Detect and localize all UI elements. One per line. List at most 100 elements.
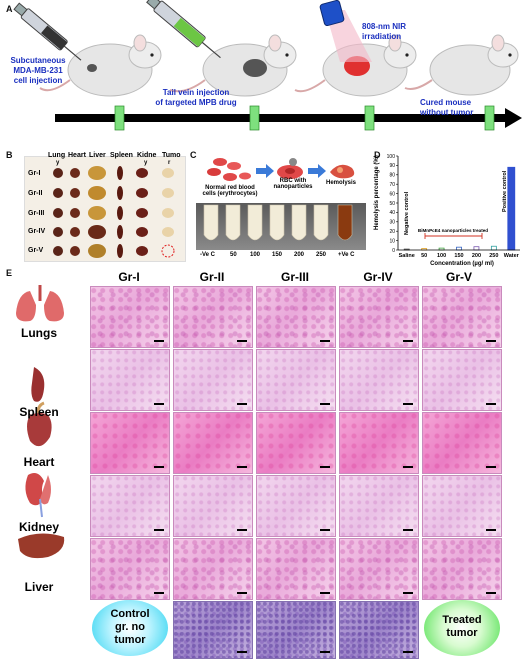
row-label-lungs: Lungs [21, 326, 57, 340]
step2-line2: of targeted MPB drug [155, 98, 237, 107]
x-tick-label: 50 [421, 253, 427, 259]
organ-header-spleen: Spleen [110, 152, 133, 159]
treated-label: BiMnPcE4 nanoparticles treated [418, 228, 488, 233]
timeline-bar [55, 114, 505, 122]
step1-line1: Subcutaneous [10, 56, 66, 65]
positive-control-label: Positive control [502, 170, 508, 212]
col-head-gr4: Gr-IV [363, 270, 393, 284]
hemolysis-label: Hemolysis [326, 180, 357, 186]
step1-line3: cell injection [13, 76, 63, 85]
row-label-kidney: Kidney [18, 520, 59, 534]
tube-label-250: 250 [316, 252, 327, 258]
tube-label-pos: +Ve C [338, 252, 355, 258]
step3-line1: 808-nm NIR [362, 22, 407, 31]
timeline-marker-2 [249, 105, 260, 131]
step4-line2: without tumor [420, 108, 474, 117]
lungs-icon [16, 285, 64, 322]
histo-heart-gr4 [339, 412, 419, 474]
no-tumor-marker [161, 244, 175, 258]
histo-spleen-gr4 [339, 349, 419, 411]
panel-c-label: C [190, 150, 197, 160]
histo-spleen-gr5 [422, 349, 502, 411]
step4-line1: Cured mouse [420, 98, 472, 107]
rbc-label-line2: cells (erythrocytes) [202, 191, 258, 197]
histo-tumor-gr2 [173, 601, 253, 659]
y-tick-label: 50 [389, 201, 395, 207]
x-tick-label: Water [504, 253, 520, 259]
organ-header-kidney: Kidne [137, 152, 157, 159]
rbc-np-label-line2: nanoparticles [273, 184, 313, 190]
control-badge-line1: Control [110, 608, 150, 620]
laser-icon [319, 0, 372, 62]
syringe-2-icon [146, 0, 221, 59]
hemolysis-chart: Hemolysis percentage (%) 0 10 20 30 40 50 60 70… [374, 154, 520, 267]
rbc-label: Normal red blood cells (erythrocytes) [194, 185, 266, 197]
liver-icon [18, 533, 65, 559]
histo-kidney-gr1 [90, 475, 170, 537]
y-tick-label: 40 [389, 210, 395, 216]
histo-liver-gr1 [90, 538, 170, 600]
x-tick-label: 100 [437, 253, 446, 259]
histo-liver-gr4 [339, 538, 419, 600]
rbc-cluster-icon [207, 158, 251, 181]
group-label-3: Gr-III [28, 210, 45, 217]
x-ticks: Saline 50 100 150 200 250 Water [399, 253, 520, 259]
y-tick-label: 0 [392, 248, 395, 254]
histo-lungs-gr1 [90, 286, 170, 348]
tube-label-150: 150 [272, 252, 283, 258]
col-head-gr5: Gr-V [445, 270, 472, 284]
histo-tumor-gr4 [339, 601, 419, 659]
organ-row-3 [53, 206, 174, 220]
y-tick-label: 30 [389, 220, 395, 226]
y-tick-label: 20 [389, 229, 395, 235]
tube-label-50: 50 [230, 252, 237, 258]
step4-text: Cured mouse without tumor [420, 98, 500, 118]
histo-tumor-gr3 [256, 601, 336, 659]
tube-set-icon [203, 204, 353, 241]
rbc-illustration [207, 158, 355, 181]
histo-kidney-gr5 [422, 475, 502, 537]
step2-line1: Tail vein injection [162, 88, 230, 97]
histo-liver-gr2 [173, 538, 253, 600]
histo-spleen-gr1 [90, 349, 170, 411]
tube-labels: -Ve C 50 100 150 200 250 +Ve C [196, 252, 371, 262]
organ-icon-column [16, 285, 65, 559]
step1-text: Subcutaneous MDA-MB-231 cell injection [4, 56, 72, 86]
col-head-gr2: Gr-II [199, 270, 225, 284]
organ-row-1 [53, 166, 174, 180]
histo-spleen-gr2 [173, 349, 253, 411]
control-badge-line2: gr. no [115, 621, 145, 633]
organ-header-tumor-wrap: r [168, 160, 171, 166]
control-badge-line3: tumor [114, 634, 146, 646]
bar-250 [490, 245, 497, 251]
step3-text: 808-nm NIR irradiation [362, 22, 422, 42]
rbc-np-label-line1: RBC with [279, 178, 307, 184]
organ-header-tumor: Tumo [162, 152, 181, 159]
organ-row-2 [53, 186, 174, 200]
row-label-spleen: Spleen [19, 405, 59, 419]
histo-kidney-gr3 [256, 475, 336, 537]
histo-kidney-gr4 [339, 475, 419, 537]
y-tick-label: 10 [389, 238, 395, 244]
panel-a-label: A [6, 4, 13, 14]
x-axis-label: Concentration (µg/ ml) [430, 261, 494, 267]
y-tick-label: 80 [389, 173, 395, 179]
timeline-arrowhead [505, 108, 522, 128]
arrow-right-icon-1 [256, 164, 274, 178]
histo-heart-gr1 [90, 412, 170, 474]
histo-heart-gr5 [422, 412, 502, 474]
treated-badge: Treated tumor [424, 600, 500, 656]
group-label-4: Gr-IV [28, 228, 46, 235]
panel-e-label: E [6, 268, 13, 278]
arrow-right-icon-2 [308, 164, 326, 178]
heart-icon [27, 401, 52, 447]
tube-label-100: 100 [250, 252, 261, 258]
timeline-marker-3 [364, 105, 375, 131]
tube-photo [196, 203, 366, 250]
rbc-label-line1: Normal red blood [205, 185, 255, 191]
timeline-marker-1 [114, 105, 125, 131]
histo-heart-gr2 [173, 412, 253, 474]
timeline-marker-4 [484, 105, 495, 131]
organ-row-5 [53, 244, 175, 258]
organ-header-lung: Lung [48, 152, 66, 159]
